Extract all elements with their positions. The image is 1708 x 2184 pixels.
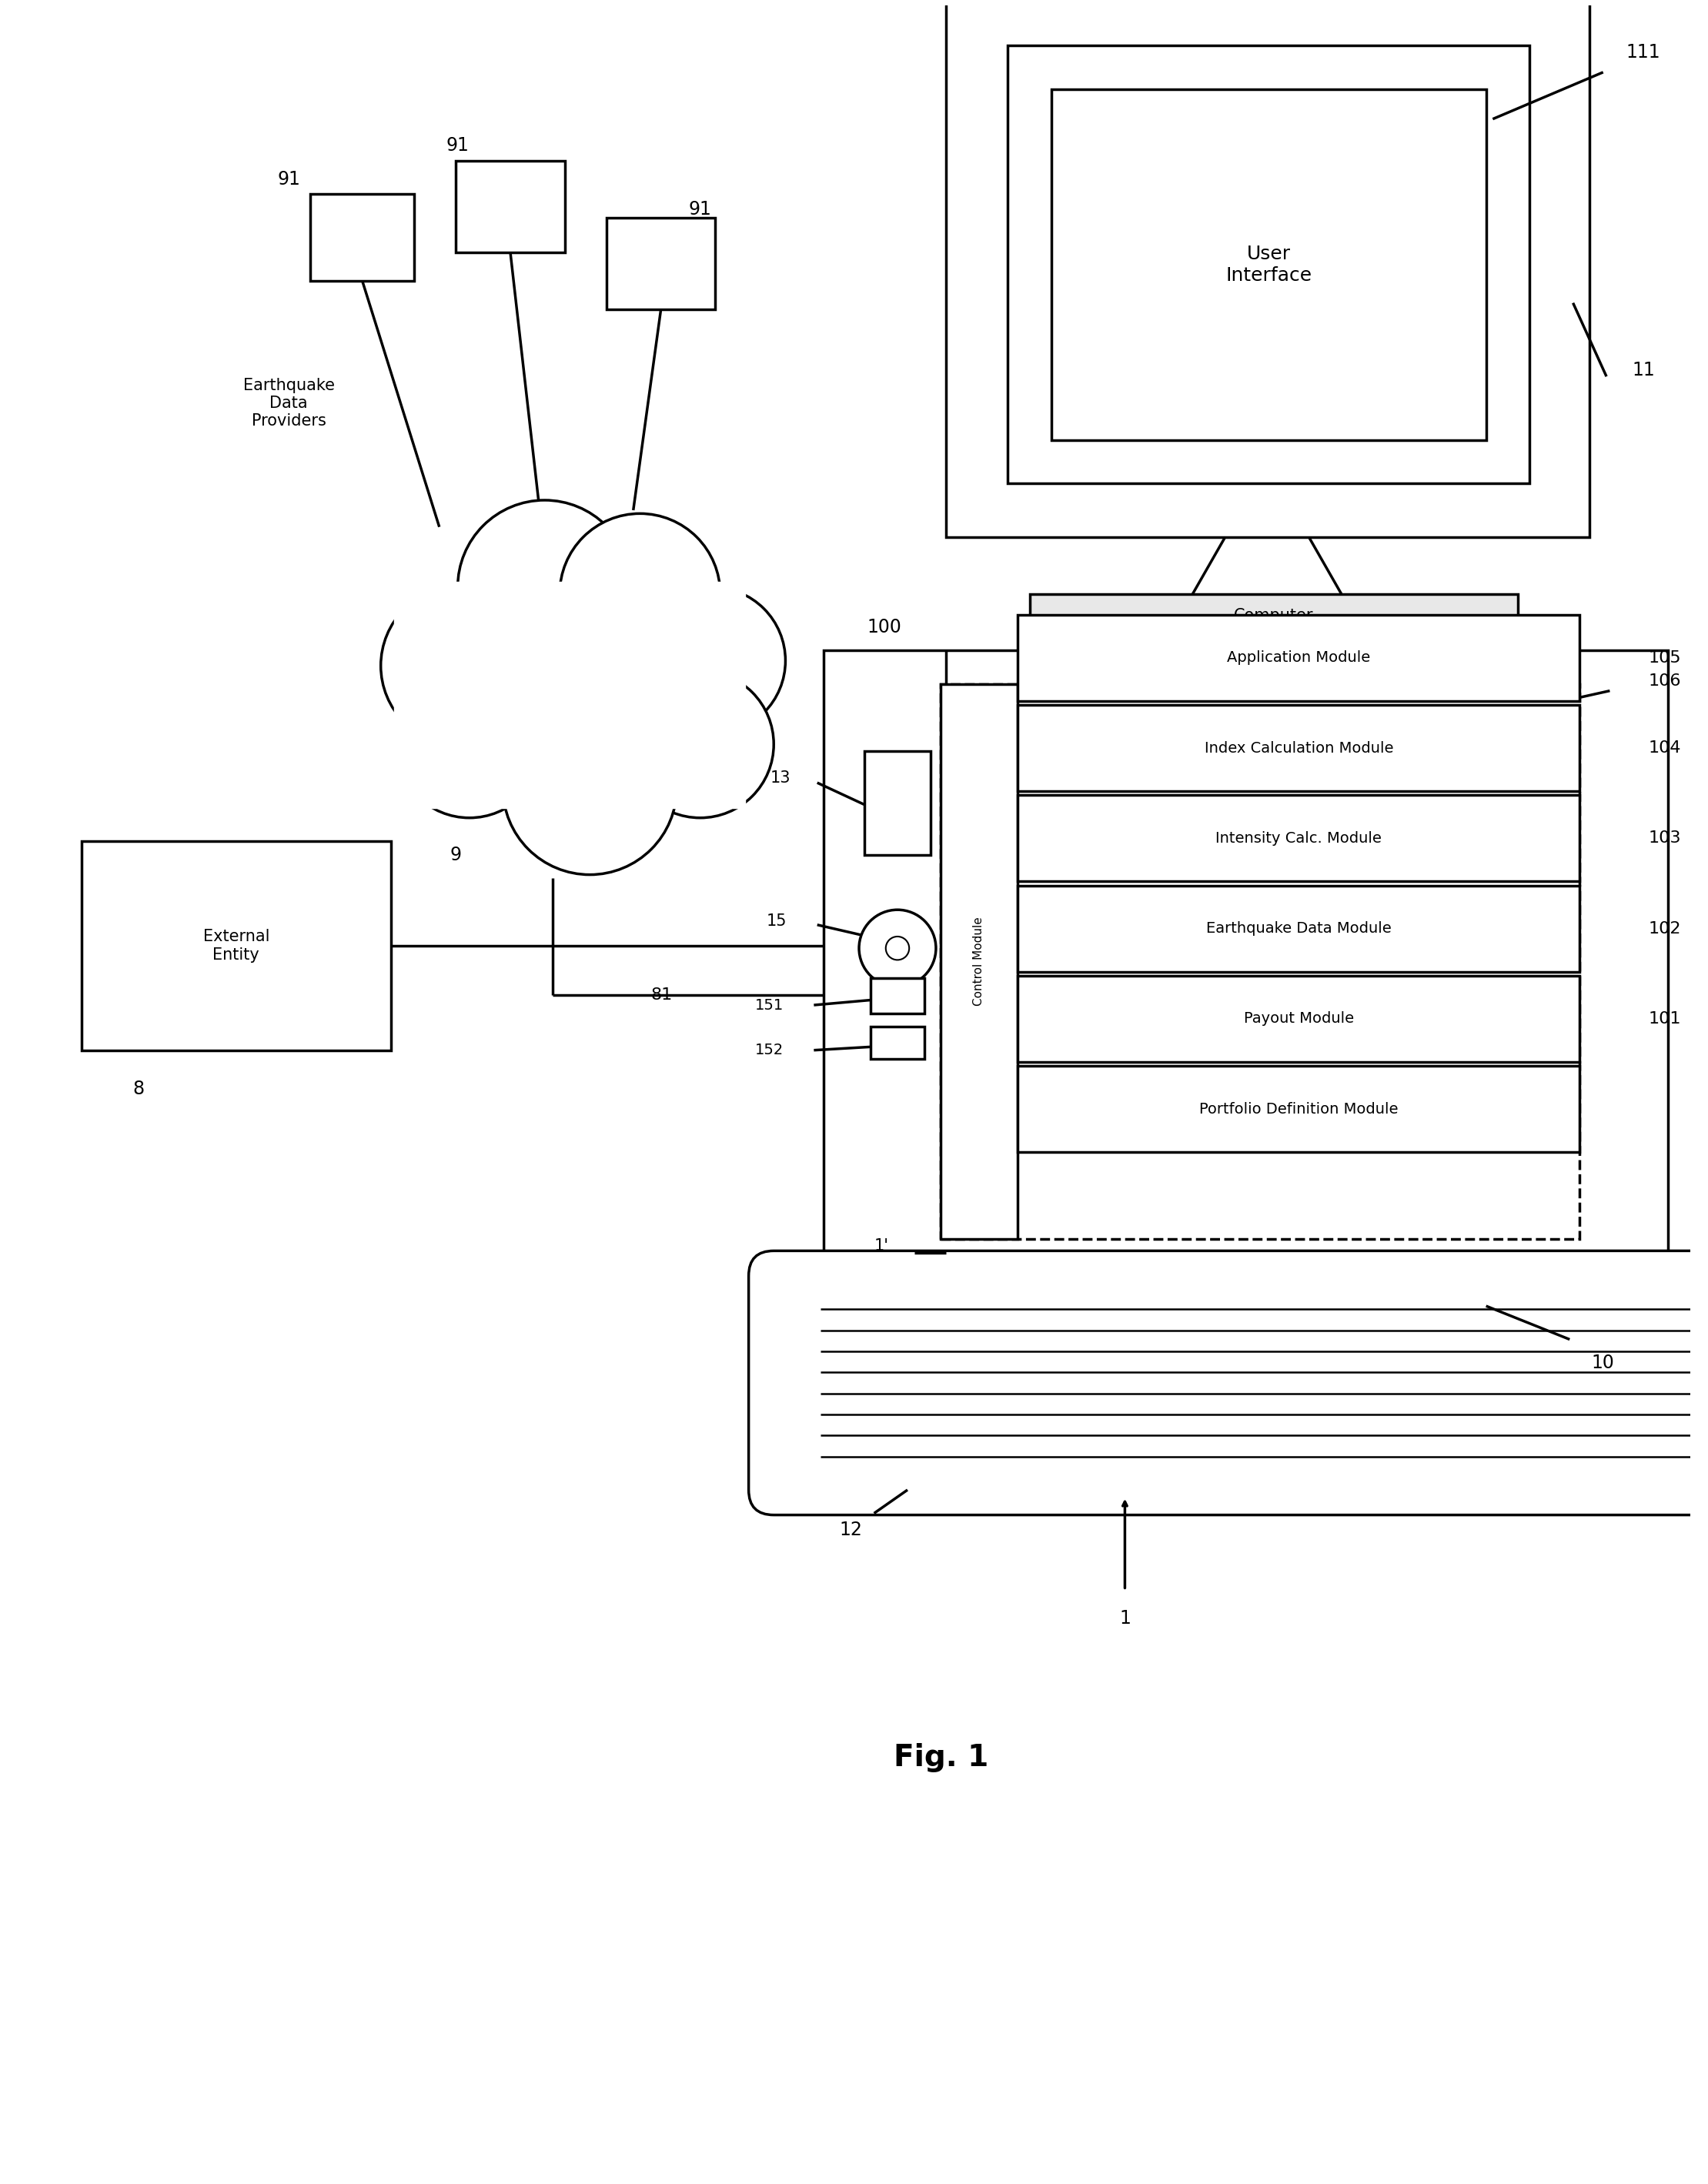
Text: 91: 91 xyxy=(277,170,301,188)
FancyBboxPatch shape xyxy=(1052,90,1486,439)
Text: 81: 81 xyxy=(651,987,673,1002)
Text: Fig. 1: Fig. 1 xyxy=(893,1743,989,1771)
Text: 13: 13 xyxy=(770,771,791,786)
Text: 106: 106 xyxy=(1648,673,1681,688)
Circle shape xyxy=(381,585,541,747)
Circle shape xyxy=(396,670,543,817)
Text: 9: 9 xyxy=(451,845,461,865)
Circle shape xyxy=(639,587,786,734)
FancyBboxPatch shape xyxy=(1018,795,1580,882)
FancyBboxPatch shape xyxy=(456,162,565,253)
FancyBboxPatch shape xyxy=(871,1026,924,1059)
Circle shape xyxy=(560,513,721,675)
Text: 105: 105 xyxy=(1648,651,1681,666)
Text: Intensity Calc. Module: Intensity Calc. Module xyxy=(1216,830,1382,845)
Text: 100: 100 xyxy=(868,618,902,636)
FancyBboxPatch shape xyxy=(823,651,1669,1256)
Text: User
Interface: User Interface xyxy=(1226,245,1312,284)
Text: 11: 11 xyxy=(1631,360,1655,380)
Circle shape xyxy=(381,585,541,747)
Text: Earthquake
Data
Providers: Earthquake Data Providers xyxy=(243,378,335,428)
Text: 1: 1 xyxy=(1119,1610,1131,1627)
Text: 15: 15 xyxy=(767,913,787,928)
FancyBboxPatch shape xyxy=(311,194,415,282)
FancyBboxPatch shape xyxy=(82,841,391,1051)
Circle shape xyxy=(502,701,676,874)
FancyBboxPatch shape xyxy=(1018,614,1580,701)
Circle shape xyxy=(560,513,721,675)
Text: 104: 104 xyxy=(1648,740,1681,756)
FancyBboxPatch shape xyxy=(1030,594,1518,638)
Text: Payout Module: Payout Module xyxy=(1243,1011,1354,1026)
FancyBboxPatch shape xyxy=(1008,46,1530,483)
Circle shape xyxy=(396,670,543,817)
Circle shape xyxy=(639,587,786,734)
FancyBboxPatch shape xyxy=(1018,885,1580,972)
Text: 152: 152 xyxy=(755,1044,784,1057)
FancyBboxPatch shape xyxy=(871,978,924,1013)
Text: 102: 102 xyxy=(1648,922,1681,937)
Text: Computer: Computer xyxy=(1233,607,1313,622)
Text: 91: 91 xyxy=(688,201,712,218)
Text: 10: 10 xyxy=(1592,1354,1614,1372)
Text: 101: 101 xyxy=(1648,1011,1681,1026)
FancyBboxPatch shape xyxy=(606,218,716,310)
Circle shape xyxy=(627,670,774,817)
FancyBboxPatch shape xyxy=(941,684,1018,1238)
FancyBboxPatch shape xyxy=(864,751,931,854)
Text: Application Module: Application Module xyxy=(1226,651,1370,666)
Circle shape xyxy=(502,701,676,874)
Circle shape xyxy=(627,670,774,817)
FancyBboxPatch shape xyxy=(748,1251,1708,1516)
Circle shape xyxy=(886,937,909,961)
Text: Earthquake Data Module: Earthquake Data Module xyxy=(1206,922,1392,937)
Text: 103: 103 xyxy=(1648,830,1681,845)
FancyBboxPatch shape xyxy=(1018,1066,1580,1153)
Text: 8: 8 xyxy=(133,1079,143,1099)
Text: 12: 12 xyxy=(839,1520,863,1540)
Circle shape xyxy=(859,911,936,987)
Text: Portfolio Definition Module: Portfolio Definition Module xyxy=(1199,1101,1399,1116)
Circle shape xyxy=(458,500,632,675)
Text: Index Calculation Module: Index Calculation Module xyxy=(1204,740,1394,756)
Text: 1': 1' xyxy=(874,1238,888,1254)
Text: Control Module: Control Module xyxy=(974,917,984,1007)
FancyBboxPatch shape xyxy=(941,684,1580,1238)
Circle shape xyxy=(458,500,632,675)
Text: 151: 151 xyxy=(755,998,784,1013)
Text: 91: 91 xyxy=(446,138,470,155)
FancyBboxPatch shape xyxy=(1018,705,1580,791)
Text: 111: 111 xyxy=(1626,44,1660,61)
FancyBboxPatch shape xyxy=(946,0,1590,537)
Text: External
Entity: External Entity xyxy=(203,928,270,963)
FancyBboxPatch shape xyxy=(1018,976,1580,1061)
Bar xyxy=(395,583,745,808)
